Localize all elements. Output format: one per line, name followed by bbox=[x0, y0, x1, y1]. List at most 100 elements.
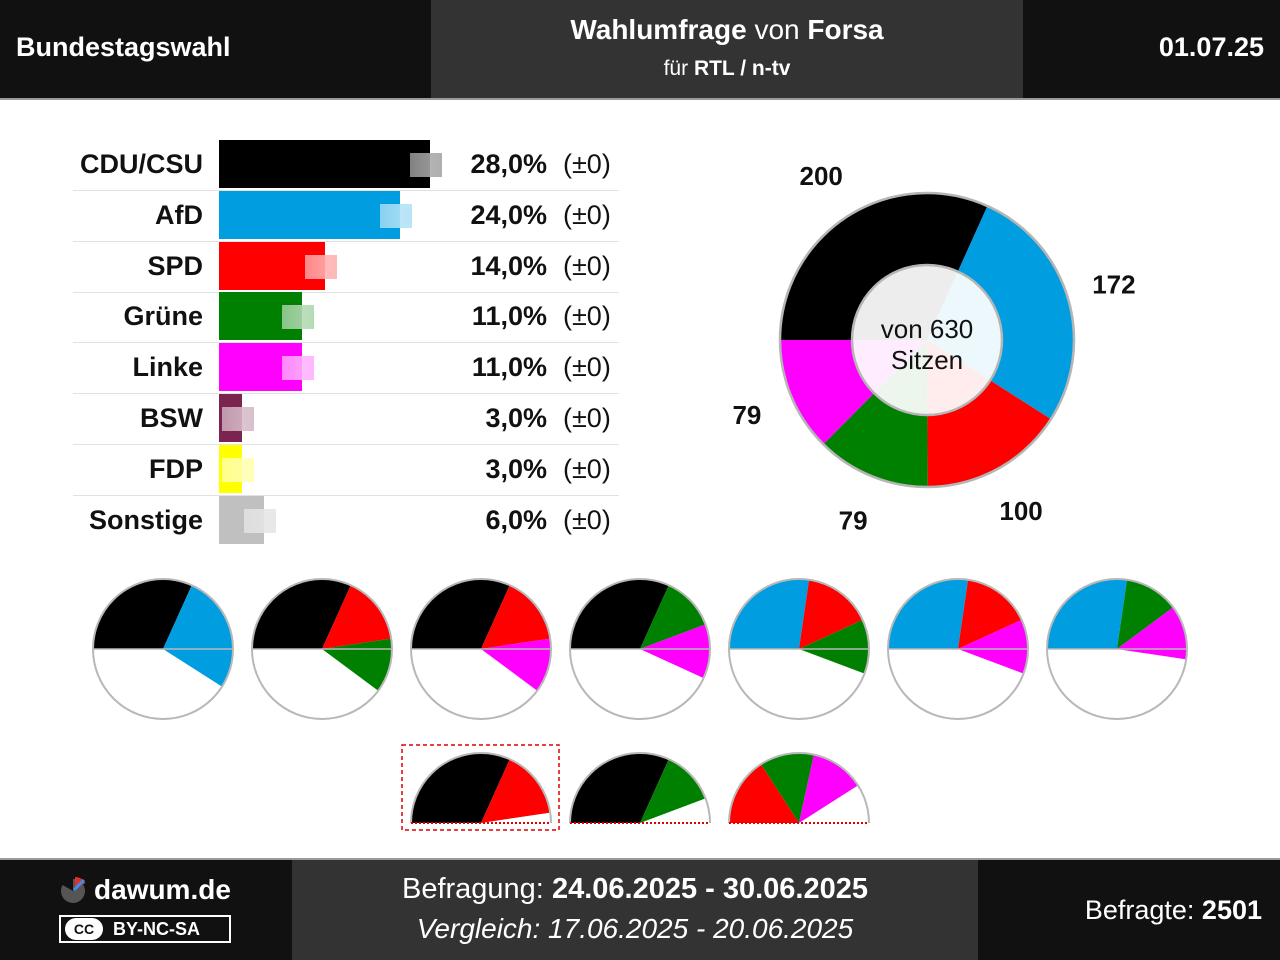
poll-title: Wahlumfrage von Forsa bbox=[431, 14, 1023, 46]
dawum-logo-icon bbox=[60, 877, 86, 903]
coalition-slice bbox=[481, 759, 551, 823]
coalition-slice bbox=[481, 585, 551, 649]
vote-share-value: 14,0% bbox=[470, 250, 547, 281]
seat-total-line2: Sitzen bbox=[891, 345, 963, 375]
vote-share-value: 28,0% bbox=[470, 149, 547, 179]
survey-period: Befragung: 24.06.2025 - 30.06.2025 bbox=[292, 873, 978, 906]
respondents-value: 2501 bbox=[1201, 895, 1262, 925]
previous-value-marker bbox=[282, 305, 315, 330]
coalition-slice bbox=[799, 579, 863, 649]
party-name: FDP bbox=[149, 453, 203, 484]
vote-share-value: 11,0% bbox=[471, 301, 547, 332]
coalition-slice bbox=[1117, 579, 1174, 649]
coalition-slice bbox=[761, 752, 814, 823]
cc-icon: CC bbox=[65, 918, 103, 940]
coalition-chart bbox=[401, 744, 560, 831]
poll-date: 01.07.25 bbox=[1158, 32, 1264, 62]
vote-share-change: (±0) bbox=[563, 453, 611, 484]
coalition-slice bbox=[640, 759, 706, 823]
license-text: BY-NC-SA bbox=[113, 919, 201, 939]
vote-share-value: 11,0% bbox=[471, 352, 547, 383]
vote-share-change: (±0) bbox=[563, 301, 611, 332]
party-name: Sonstige bbox=[88, 504, 203, 535]
license-badge[interactable]: CC BY-NC-SA bbox=[59, 915, 231, 943]
seat-count-label: 172 bbox=[1092, 269, 1135, 299]
previous-value-marker bbox=[282, 356, 315, 381]
coalition-slice bbox=[958, 579, 1022, 649]
previous-value-marker bbox=[221, 407, 254, 431]
coalition-chart bbox=[569, 752, 711, 824]
coalition-slice bbox=[163, 585, 233, 687]
coalition-slice bbox=[729, 578, 810, 649]
poll-client-name: RTL / n-tv bbox=[693, 57, 791, 80]
coalition-slice bbox=[888, 578, 969, 649]
vote-share-value: 3,0% bbox=[485, 403, 547, 433]
coalition-slice bbox=[958, 619, 1029, 674]
respondents-count: Befragte: 2501 bbox=[1085, 895, 1262, 926]
coalition-chart bbox=[410, 578, 552, 720]
header-divider bbox=[0, 98, 1280, 100]
coalition-chart bbox=[728, 752, 870, 824]
coalition-slice bbox=[729, 764, 799, 823]
vote-share-change: (±0) bbox=[563, 250, 611, 281]
survey-period-label: Befragung: bbox=[401, 873, 552, 905]
institute-name: Forsa bbox=[807, 14, 884, 45]
coalition-slice bbox=[640, 585, 706, 649]
seat-count-label: 100 bbox=[999, 496, 1042, 526]
respondents-label: Befragte: bbox=[1084, 895, 1202, 925]
vote-share-change: (±0) bbox=[563, 149, 611, 179]
vote-share-bar bbox=[219, 190, 401, 239]
party-name: SPD bbox=[147, 250, 203, 281]
party-row-fdp: FDP 3,0% (±0) bbox=[73, 444, 619, 496]
seat-count-label: 79 bbox=[732, 400, 761, 430]
party-row-linke: Linke 11,0% (±0) bbox=[73, 343, 619, 395]
comparison-period: Vergleich: 17.06.2025 - 20.06.2025 bbox=[416, 913, 854, 944]
party-name: CDU/CSU bbox=[79, 149, 203, 179]
previous-value-marker bbox=[221, 457, 254, 482]
coalition-chart bbox=[1046, 578, 1188, 720]
seat-total-line1: von 630 bbox=[881, 314, 974, 344]
coalition-chart bbox=[569, 578, 711, 720]
seat-slice bbox=[927, 206, 1075, 420]
election-label: Bundestagswahl bbox=[16, 32, 231, 62]
party-name: BSW bbox=[140, 403, 203, 433]
party-row-gr-ne: Grüne 11,0% (±0) bbox=[73, 292, 619, 344]
vote-share-value: 3,0% bbox=[485, 453, 547, 484]
party-row-cdu-csu: CDU/CSU 28,0% (±0) bbox=[73, 140, 619, 191]
poll-title-connector: von bbox=[746, 14, 808, 45]
seat-ring-border bbox=[778, 191, 1076, 489]
coalition-slice bbox=[481, 638, 552, 691]
party-row-spd: SPD 14,0% (±0) bbox=[73, 241, 619, 293]
coalition-slice bbox=[799, 619, 870, 674]
party-row-bsw: BSW 3,0% (±0) bbox=[73, 394, 619, 445]
coalition-slice bbox=[1117, 607, 1188, 660]
vote-share-change: (±0) bbox=[563, 352, 611, 383]
poll-title-main: Wahlumfrage bbox=[570, 14, 747, 45]
coalition-chart bbox=[251, 578, 393, 720]
seat-count-label: 200 bbox=[800, 161, 843, 191]
coalition-slice bbox=[322, 585, 392, 649]
coalition-highlight-frame bbox=[401, 744, 560, 831]
party-name: AfD bbox=[155, 199, 203, 230]
previous-value-marker bbox=[410, 153, 443, 177]
vote-share-change: (±0) bbox=[563, 403, 611, 433]
vote-share-change: (±0) bbox=[563, 199, 611, 230]
seat-count-label: 79 bbox=[839, 505, 868, 535]
party-row-sonstige: Sonstige 6,0% (±0) bbox=[73, 495, 619, 547]
coalition-chart bbox=[887, 578, 1029, 720]
seat-center-circle bbox=[850, 263, 1004, 417]
coalition-slice bbox=[322, 638, 393, 691]
party-name: Linke bbox=[132, 352, 203, 383]
previous-value-marker bbox=[244, 508, 277, 533]
brand-name[interactable]: dawum.de bbox=[94, 874, 231, 905]
coalition-charts bbox=[92, 578, 1188, 831]
coalition-slice bbox=[640, 624, 711, 679]
vote-share-bar bbox=[219, 140, 431, 188]
footer-center-panel bbox=[292, 860, 978, 960]
poll-client: für RTL / n-tv bbox=[431, 57, 1023, 81]
coalition-slice bbox=[799, 754, 858, 823]
header-center-panel bbox=[431, 0, 1023, 98]
coalition-chart bbox=[92, 578, 234, 720]
